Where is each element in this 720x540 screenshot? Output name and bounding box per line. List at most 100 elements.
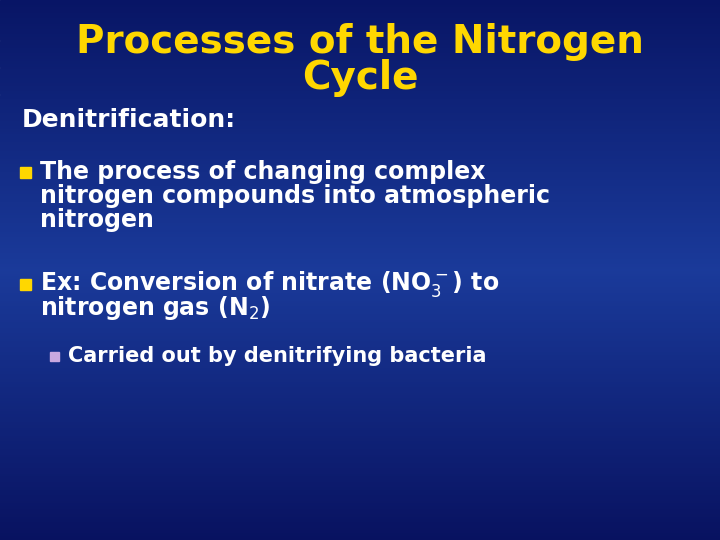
Bar [0, 370, 720, 373]
Bar [0, 81, 720, 84]
Bar [0, 354, 720, 356]
Bar [0, 54, 720, 57]
Bar [0, 456, 720, 459]
Bar [0, 235, 720, 238]
Bar [0, 94, 720, 97]
Bar [0, 332, 720, 335]
Bar [0, 3, 720, 5]
Bar [0, 146, 720, 148]
Bar [0, 284, 720, 286]
Bar [0, 186, 720, 189]
Bar [0, 300, 720, 302]
Bar [0, 508, 720, 510]
Bar [0, 470, 720, 472]
Text: The process of changing complex: The process of changing complex [40, 160, 485, 184]
Bar [0, 435, 720, 437]
Bar [0, 178, 720, 181]
Bar [0, 521, 720, 524]
Bar [0, 408, 720, 410]
Bar [0, 219, 720, 221]
Bar [0, 162, 720, 165]
Bar [0, 111, 720, 113]
Bar [0, 59, 720, 62]
Bar [0, 35, 720, 38]
Text: Cycle: Cycle [302, 59, 418, 97]
Bar [0, 92, 720, 94]
Bar [0, 32, 720, 35]
Bar [0, 475, 720, 478]
Bar [0, 240, 720, 243]
Bar [0, 329, 720, 332]
Bar [0, 97, 720, 100]
Bar [0, 316, 720, 319]
Bar [0, 43, 720, 46]
Bar [0, 194, 720, 197]
Bar [0, 497, 720, 500]
Bar [0, 251, 720, 254]
Bar [0, 335, 720, 338]
Bar [0, 143, 720, 146]
Bar [0, 138, 720, 140]
Bar [0, 313, 720, 316]
Bar [0, 478, 720, 481]
Bar [0, 378, 720, 381]
Bar [0, 38, 720, 40]
Bar [0, 389, 720, 392]
Bar [0, 486, 720, 489]
Bar [0, 62, 720, 65]
Bar [0, 76, 720, 78]
Bar [0, 5, 720, 8]
Bar [0, 327, 720, 329]
Bar [0, 467, 720, 470]
Bar [0, 275, 720, 278]
Bar [0, 11, 720, 14]
Bar [0, 502, 720, 505]
Bar [0, 176, 720, 178]
Bar [0, 262, 720, 265]
Bar [0, 197, 720, 200]
Bar [0, 459, 720, 462]
Bar [0, 49, 720, 51]
Bar [0, 14, 720, 16]
Bar [0, 362, 720, 364]
Bar [0, 254, 720, 256]
Bar [0, 375, 720, 378]
Bar [0, 351, 720, 354]
Bar [0, 216, 720, 219]
Bar [0, 286, 720, 289]
Bar [0, 397, 720, 400]
Bar [0, 27, 720, 30]
Bar [0, 213, 720, 216]
Bar [0, 243, 720, 246]
Bar [0, 192, 720, 194]
Bar [0, 462, 720, 464]
Bar [0, 181, 720, 184]
Bar [0, 472, 720, 475]
Bar [0, 310, 720, 313]
Bar [0, 346, 720, 348]
Bar [0, 256, 720, 259]
Bar [0, 84, 720, 86]
Bar [0, 273, 720, 275]
Bar [0, 122, 720, 124]
Bar [0, 246, 720, 248]
Bar [0, 238, 720, 240]
Bar [0, 270, 720, 273]
Bar [0, 524, 720, 526]
Bar [0, 148, 720, 151]
Bar [0, 413, 720, 416]
Bar [0, 400, 720, 402]
Bar [0, 224, 720, 227]
Bar [0, 0, 720, 3]
Bar [0, 221, 720, 224]
Bar [0, 481, 720, 483]
Bar [0, 140, 720, 143]
Bar [0, 19, 720, 22]
Bar [0, 500, 720, 502]
Bar [0, 356, 720, 359]
Bar [0, 537, 720, 540]
Bar [0, 418, 720, 421]
Text: nitrogen gas (N$_2$): nitrogen gas (N$_2$) [40, 294, 270, 322]
Bar [50, 352, 59, 361]
Bar [0, 302, 720, 305]
